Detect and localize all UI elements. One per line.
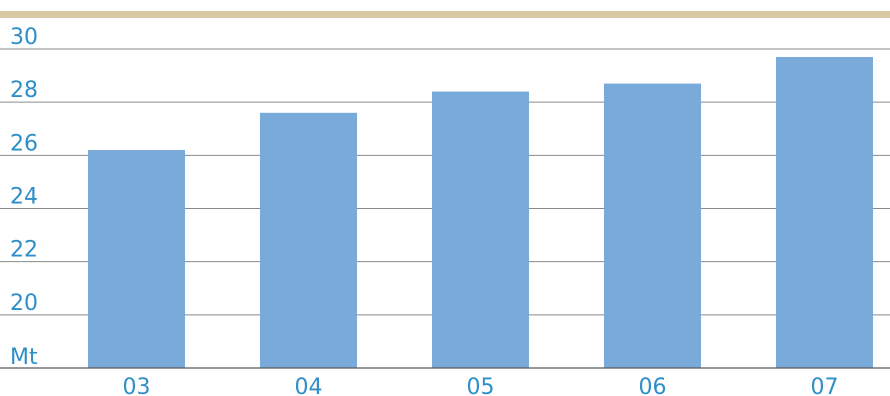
y-tick-label: 22 xyxy=(10,238,38,263)
bar-06 xyxy=(604,83,701,368)
bar-05 xyxy=(432,91,529,369)
x-tick-label: 06 xyxy=(639,375,667,396)
bar-04 xyxy=(260,112,357,368)
y-tick-label: 26 xyxy=(10,131,38,156)
y-tick-label: 28 xyxy=(10,78,38,103)
bar-07 xyxy=(776,56,873,368)
x-tick-label: 04 xyxy=(295,375,323,396)
x-tick-label: 05 xyxy=(467,375,495,396)
x-axis-ticks: 03 04 05 06 07 xyxy=(123,375,839,396)
y-tick-label: 20 xyxy=(10,291,38,316)
x-tick-label: 07 xyxy=(811,375,839,396)
y-tick-label: 30 xyxy=(10,25,38,50)
y-axis-unit-label: Mt xyxy=(10,345,38,370)
top-accent-band xyxy=(0,11,890,18)
y-tick-label: 24 xyxy=(10,185,38,210)
y-axis-ticks: 20 22 24 26 28 30 xyxy=(10,25,38,316)
x-tick-label: 03 xyxy=(123,375,151,396)
bar-series xyxy=(88,56,873,369)
bar-03 xyxy=(88,150,185,368)
